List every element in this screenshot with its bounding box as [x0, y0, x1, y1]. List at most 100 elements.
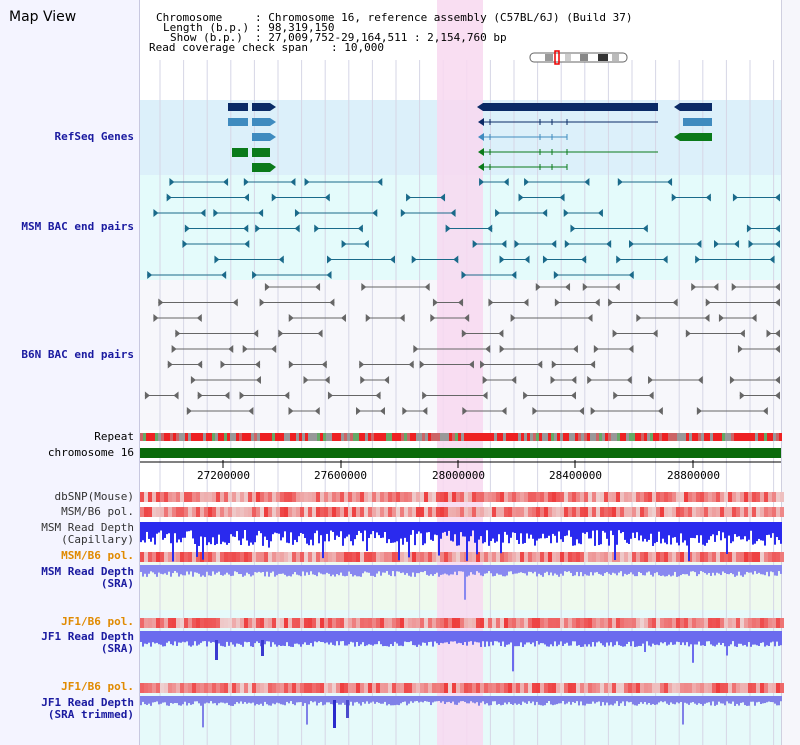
track-label-jf1-depth-1[interactable]: JF1 Read Depth [41, 630, 134, 643]
jf1-depth-trimmed [700, 696, 702, 705]
track-label-dbsnp[interactable]: dbSNP(Mouse) [54, 490, 134, 503]
track-label-msm-b6-pol-2[interactable]: MSM/B6 pol. [61, 549, 134, 562]
track-label-repeat[interactable]: Repeat [94, 430, 134, 443]
gene-arrow [270, 103, 276, 111]
jf1-depth-trimmed [154, 696, 156, 703]
b6n-bac-end [360, 376, 366, 384]
jf1-depth-trimmed [682, 696, 684, 725]
jf1-depth-trimmed [360, 696, 362, 706]
msm-depth-capillary [576, 522, 578, 540]
msm-b6-pol-heat [676, 552, 680, 562]
b6n-bac-end [511, 376, 517, 384]
repeat-segment [653, 433, 656, 441]
msm-depth-sra [534, 565, 536, 572]
jf1-depth-trimmed [308, 696, 310, 705]
jf1-depth-trimmed [642, 696, 644, 704]
b6n-bac-end [365, 314, 371, 322]
jf1-depth-trimmed [598, 696, 600, 702]
track-label-jf1-b6-pol-2[interactable]: JF1/B6 pol. [61, 680, 134, 693]
jf1-depth-trimmed [470, 696, 472, 702]
dbsnp-heat [152, 492, 156, 502]
msm-depth-capillary [626, 522, 628, 543]
repeat-segment [629, 433, 632, 441]
msm-depth-capillary [516, 522, 518, 540]
repeat-segment [725, 433, 728, 441]
jf1-depth-sra [464, 631, 466, 643]
jf1-depth-trimmed [756, 696, 758, 703]
jf1-b6-pol-heat [520, 618, 524, 628]
jf1-depth-sra [154, 631, 156, 644]
repeat-segment [146, 433, 149, 441]
jf1-b6-pol-heat [460, 618, 464, 628]
gene-block [252, 148, 270, 157]
repeat-segment [710, 433, 713, 441]
gene-arrow [270, 133, 276, 141]
jf1-b6-pol-heat [232, 683, 236, 693]
repeat-segment [158, 433, 161, 441]
msm-depth-capillary [148, 522, 150, 539]
b6n-bac-end [565, 283, 571, 291]
msm-b6-pol-heat [420, 507, 424, 517]
msm-b6-pol-heat [580, 552, 584, 562]
msm-depth-sra [184, 565, 186, 576]
jf1-depth-sra [684, 631, 686, 646]
msm-depth-sra [318, 565, 320, 573]
msm-b6-pol-heat [472, 552, 476, 562]
msm-depth-capillary [520, 522, 522, 534]
track-label-jf1-b6-pol-1[interactable]: JF1/B6 pol. [61, 615, 134, 628]
msm-bac-end [695, 255, 701, 264]
msm-bac-end [314, 224, 320, 233]
track-label-b6n-bac[interactable]: B6N BAC end pairs [21, 348, 134, 361]
jf1-depth-sra [452, 631, 454, 642]
repeat-segment [638, 433, 641, 441]
msm-depth-capillary [424, 522, 426, 544]
jf1-depth-trimmed [506, 696, 508, 705]
msm-depth-capillary [646, 522, 648, 542]
jf1-depth-sra [520, 631, 522, 643]
jf1-depth-trimmed [256, 696, 258, 705]
dbsnp-heat [192, 492, 196, 502]
repeat-segment [647, 433, 650, 441]
msm-b6-pol-heat [244, 507, 248, 517]
jf1-b6-pol-heat [468, 618, 472, 628]
jf1-b6-pol-heat [192, 618, 196, 628]
msm-depth-sra [700, 565, 702, 572]
track-label-msm-depth-sra-1[interactable]: MSM Read Depth [41, 565, 134, 578]
msm-depth-capillary [282, 522, 284, 538]
repeat-segment [689, 433, 692, 441]
jf1-depth-trimmed [404, 696, 406, 702]
dbsnp-heat [380, 492, 384, 502]
track-label-jf1-depth-trim-1[interactable]: JF1 Read Depth [41, 696, 134, 709]
track-label-msm-depth-cap-1[interactable]: MSM Read Depth [41, 521, 134, 534]
repeat-segment [719, 433, 722, 441]
msm-b6-pol-heat [404, 507, 408, 517]
jf1-depth-trimmed [460, 696, 462, 702]
dbsnp-heat [668, 492, 672, 502]
gene-arrow [478, 133, 484, 141]
track-label-refseq[interactable]: RefSeq Genes [54, 130, 134, 143]
jf1-depth-trimmed [290, 696, 292, 702]
jf1-depth-trimmed [706, 696, 708, 703]
msm-b6-pol-heat [388, 552, 392, 562]
jf1-b6-pol-heat [376, 683, 380, 693]
right-margin [781, 0, 800, 745]
track-label-msm-bac[interactable]: MSM BAC end pairs [21, 220, 134, 233]
msm-depth-sra [164, 565, 166, 574]
jf1-depth-sra [282, 631, 284, 646]
msm-bac-end [243, 178, 249, 186]
jf1-depth-trimmed [378, 696, 380, 703]
jf1-depth-sra [368, 631, 370, 645]
jf1-depth-sra [374, 631, 376, 645]
jf1-b6-pol-heat [380, 683, 384, 693]
msm-depth-sra [200, 565, 202, 577]
msm-depth-capillary [724, 522, 726, 539]
msm-depth-sra [660, 565, 662, 576]
jf1-depth-trimmed [206, 696, 208, 703]
track-label-msm-b6-pol-1[interactable]: MSM/B6 pol. [61, 505, 134, 518]
msm-depth-sra [752, 565, 754, 575]
jf1-b6-pol-heat [460, 683, 464, 693]
msm-depth-capillary [696, 522, 698, 536]
jf1-b6-pol-heat [212, 618, 216, 628]
msm-b6-pol-heat [356, 552, 360, 562]
